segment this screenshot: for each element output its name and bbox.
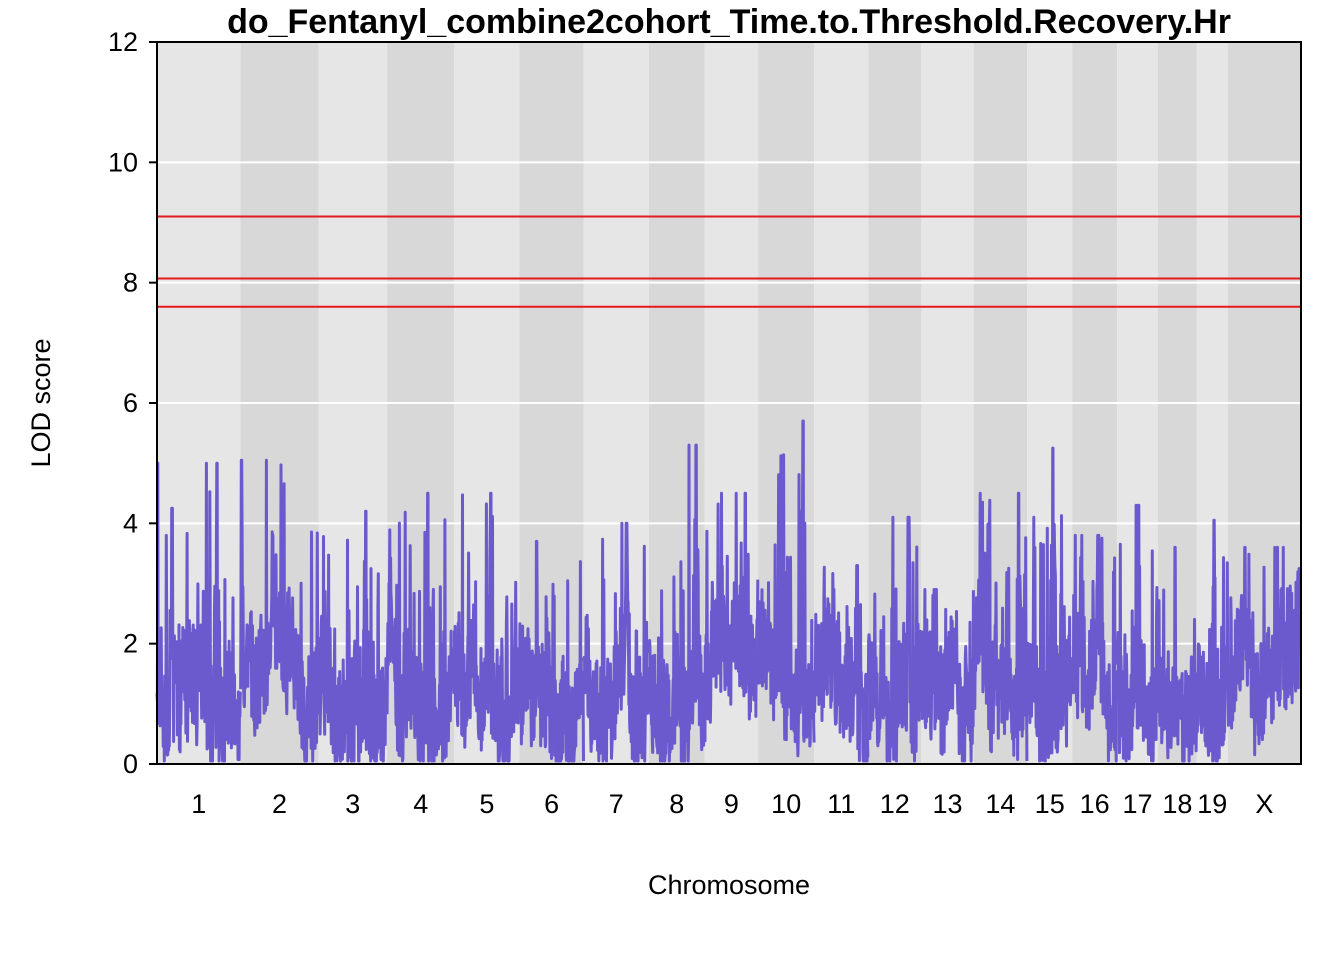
x-tick-label-19: 19: [1197, 789, 1227, 819]
lod-curve-chr-11: [812, 564, 870, 763]
lod-curve-chr-9: [703, 491, 760, 743]
y-tick-label-10: 10: [108, 147, 138, 177]
x-tick-label-9: 9: [724, 789, 739, 819]
threshold-lines: [157, 215, 1301, 308]
lod-curve-chr-19: [1195, 518, 1230, 763]
x-tick-label-15: 15: [1035, 789, 1065, 819]
lod-curve-chr-14: [972, 491, 1029, 762]
lod-curve-chr-12: [866, 515, 923, 763]
x-tick-label-5: 5: [479, 789, 494, 819]
x-tick-label-11: 11: [827, 789, 855, 819]
lod-curve-chr-13: [919, 588, 975, 763]
y-axis-label: LOD score: [26, 338, 56, 467]
lod-curve-chr-10: [756, 419, 816, 758]
x-tick-label-4: 4: [413, 789, 428, 819]
chart-title: do_Fentanyl_combine2cohort_Time.to.Thres…: [227, 3, 1231, 41]
lod-curve-chr-6: [518, 539, 585, 763]
x-tick-label-12: 12: [880, 789, 910, 819]
x-tick-label-14: 14: [985, 789, 1015, 819]
x-tick-label-17: 17: [1123, 789, 1153, 819]
x-tick-label-10: 10: [771, 789, 801, 819]
lod-curve-chr-18: [1156, 545, 1199, 763]
x-tick-label-2: 2: [272, 789, 287, 819]
lod-curve-chr-17: [1115, 503, 1160, 763]
y-tick-label-6: 6: [123, 388, 138, 418]
x-tick-label-13: 13: [932, 789, 962, 819]
lod-curve-chr-16: [1070, 533, 1119, 763]
lod-curve-chr-5: [452, 491, 521, 763]
lod-curve-chr-1: [155, 461, 242, 763]
x-tick-label-18: 18: [1162, 789, 1192, 819]
y-tick-label-8: 8: [123, 268, 138, 298]
x-tick-label-16: 16: [1080, 789, 1110, 819]
y-axis: 0 2 4 6 8 10 12: [108, 27, 157, 779]
lod-curve-chr-X: [1226, 545, 1303, 757]
x-tick-label-X: X: [1255, 789, 1273, 819]
lod-curve-chr-7: [582, 521, 650, 763]
x-tick-label-8: 8: [669, 789, 684, 819]
x-tick-label-1: 1: [191, 789, 206, 819]
y-tick-label-4: 4: [123, 508, 138, 538]
lod-curve-chr-15: [1025, 446, 1074, 763]
y-tick-label-0: 0: [123, 749, 138, 779]
x-tick-label-6: 6: [544, 789, 559, 819]
x-axis-label: Chromosome: [648, 870, 810, 900]
x-tick-label-3: 3: [345, 789, 360, 819]
lod-curve-chr-2: [239, 458, 320, 763]
lod-curve-chr-3: [317, 509, 389, 763]
y-tick-label-2: 2: [123, 629, 138, 659]
x-axis: 1 2 3 4 5 6 7 8 9 10 11 12 13 14 15 16 17 18 19 X: [191, 789, 1273, 819]
lod-curve-chr-8: [647, 443, 706, 763]
lod-curve-group: [155, 419, 1303, 763]
lod-curve-chr-4: [385, 491, 456, 763]
y-tick-label-12: 12: [108, 27, 138, 57]
x-tick-label-7: 7: [609, 789, 624, 819]
